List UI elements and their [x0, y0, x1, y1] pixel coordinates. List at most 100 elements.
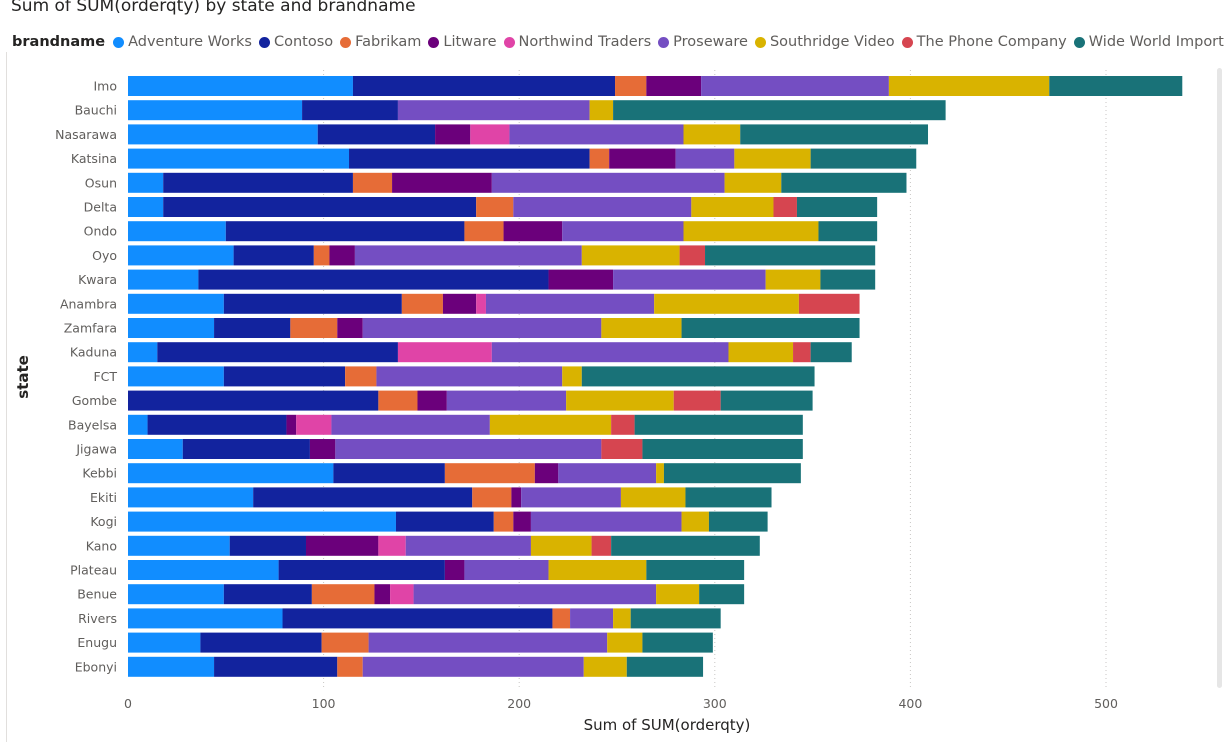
bar-segment[interactable]	[444, 463, 535, 484]
bar-segment[interactable]	[781, 172, 907, 193]
bar-segment[interactable]	[601, 318, 682, 338]
bar-segment[interactable]	[309, 439, 336, 459]
bar-segment[interactable]	[128, 560, 279, 580]
bar-segment[interactable]	[615, 76, 647, 96]
bar-segment[interactable]	[591, 535, 612, 556]
bar-segment[interactable]	[352, 76, 616, 96]
bar-segment[interactable]	[611, 535, 760, 556]
bar-segment[interactable]	[464, 560, 549, 580]
bar-segment[interactable]	[128, 608, 283, 629]
bar-segment[interactable]	[708, 511, 768, 532]
bar-segment[interactable]	[229, 535, 306, 556]
bar-segment[interactable]	[395, 511, 494, 532]
bar-segment[interactable]	[128, 414, 148, 435]
bar-segment[interactable]	[128, 463, 334, 484]
bar-segment[interactable]	[413, 584, 657, 605]
bar-segment[interactable]	[214, 318, 291, 338]
bar-segment[interactable]	[705, 245, 876, 266]
bar-segment[interactable]	[611, 414, 635, 435]
bar-segment[interactable]	[313, 245, 330, 266]
bar-segment[interactable]	[491, 342, 729, 363]
bar-segment[interactable]	[534, 463, 559, 484]
bar-segment[interactable]	[798, 293, 860, 314]
bar-segment[interactable]	[724, 172, 782, 193]
legend-item[interactable]: Fabrikam	[340, 34, 421, 50]
bar-segment[interactable]	[128, 197, 164, 217]
bar-segment[interactable]	[200, 632, 322, 653]
bar-segment[interactable]	[368, 632, 608, 653]
bar-segment[interactable]	[646, 76, 702, 96]
bar-segment[interactable]	[681, 511, 709, 532]
bar-segment[interactable]	[128, 124, 318, 145]
bar-segment[interactable]	[128, 221, 226, 242]
bar-segment[interactable]	[562, 221, 684, 242]
bar-segment[interactable]	[489, 414, 612, 435]
legend-item[interactable]: Northwind Traders	[503, 34, 651, 50]
bar-segment[interactable]	[888, 76, 1050, 96]
bar-segment[interactable]	[472, 487, 512, 508]
bar-segment[interactable]	[583, 656, 627, 677]
bar-segment[interactable]	[253, 487, 473, 508]
bar-segment[interactable]	[337, 656, 363, 677]
bar-segment[interactable]	[509, 124, 684, 145]
bar-segment[interactable]	[675, 148, 735, 169]
bar-segment[interactable]	[485, 293, 655, 314]
legend-item[interactable]: Southridge Video	[754, 34, 895, 50]
bar-segment[interactable]	[128, 76, 353, 96]
bar-segment[interactable]	[311, 584, 375, 605]
bar-segment[interactable]	[663, 463, 801, 484]
legend-item[interactable]: Adventure Works	[113, 34, 252, 50]
bar-segment[interactable]	[329, 245, 355, 266]
bar-segment[interactable]	[681, 318, 860, 338]
bar-segment[interactable]	[765, 269, 821, 290]
bar-segment[interactable]	[683, 124, 741, 145]
bar-segment[interactable]	[446, 390, 567, 411]
bar-segment[interactable]	[352, 172, 393, 193]
vertical-scrollbar[interactable]	[1217, 68, 1222, 688]
bar-segment[interactable]	[128, 342, 158, 363]
bar-segment[interactable]	[374, 584, 391, 605]
bar-segment[interactable]	[548, 560, 647, 580]
bar-segment[interactable]	[198, 269, 549, 290]
bar-segment[interactable]	[609, 148, 676, 169]
bar-segment[interactable]	[362, 318, 602, 338]
bar-segment[interactable]	[390, 584, 414, 605]
bar-segment[interactable]	[734, 148, 811, 169]
bar-segment[interactable]	[630, 608, 721, 629]
bar-segment[interactable]	[163, 197, 477, 217]
bar-segment[interactable]	[691, 197, 774, 217]
bar-segment[interactable]	[128, 293, 224, 314]
bar-segment[interactable]	[345, 366, 377, 387]
bar-segment[interactable]	[128, 366, 224, 387]
bar-segment[interactable]	[552, 608, 571, 629]
bar-segment[interactable]	[683, 221, 819, 242]
bar-segment[interactable]	[317, 124, 436, 145]
bar-segment[interactable]	[620, 487, 686, 508]
bar-segment[interactable]	[464, 221, 504, 242]
bar-segment[interactable]	[397, 100, 590, 121]
bar-segment[interactable]	[128, 148, 350, 169]
bar-segment[interactable]	[405, 535, 531, 556]
bar-segment[interactable]	[296, 414, 332, 435]
bar-segment[interactable]	[214, 656, 338, 677]
bar-segment[interactable]	[607, 632, 643, 653]
bar-segment[interactable]	[128, 269, 199, 290]
bar-segment[interactable]	[570, 608, 614, 629]
bar-segment[interactable]	[562, 366, 582, 387]
bar-segment[interactable]	[558, 463, 657, 484]
bar-segment[interactable]	[476, 197, 514, 217]
bar-segment[interactable]	[157, 342, 398, 363]
bar-segment[interactable]	[493, 511, 514, 532]
bar-segment[interactable]	[656, 584, 700, 605]
bar-segment[interactable]	[613, 100, 946, 121]
bar-segment[interactable]	[796, 197, 878, 217]
bar-segment[interactable]	[392, 172, 492, 193]
bar-segment[interactable]	[286, 414, 297, 435]
bar-segment[interactable]	[349, 148, 590, 169]
bar-segment[interactable]	[223, 293, 402, 314]
legend-item[interactable]: Wide World Importers	[1073, 34, 1224, 50]
bar-segment[interactable]	[337, 318, 363, 338]
bar-segment[interactable]	[513, 197, 692, 217]
bar-segment[interactable]	[302, 100, 398, 121]
bar-segment[interactable]	[128, 318, 215, 338]
